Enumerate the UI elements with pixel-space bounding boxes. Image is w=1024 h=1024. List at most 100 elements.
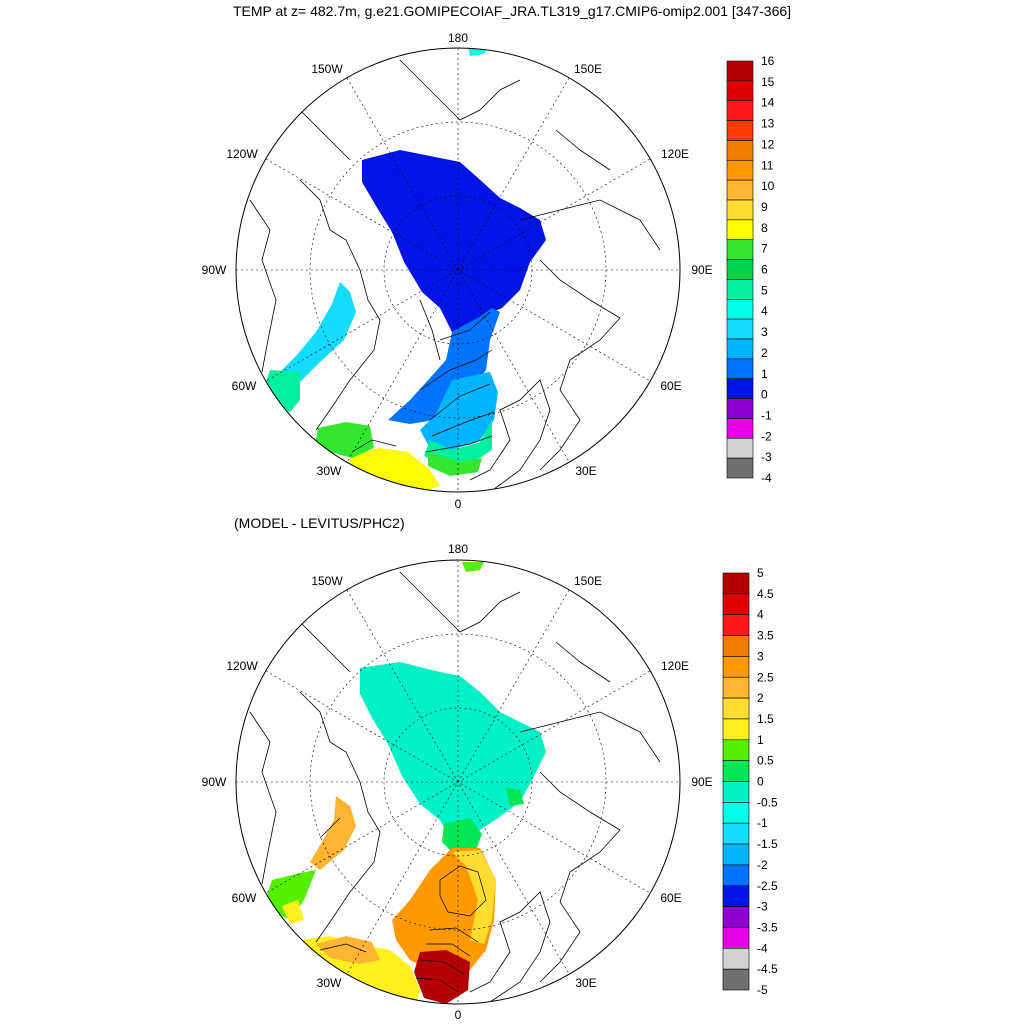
bottom-lon-180: 180 [448,542,468,556]
bottom-colorbar-swatch-2 [722,614,750,636]
top-graticule [236,48,680,492]
top-field-nordic-seas-warm [424,420,492,464]
top-colorbar-label-6: 10 [761,179,775,193]
bottom-field-bering [462,562,484,572]
top-colorbar-label-15: 1 [761,367,768,381]
top-lon-180: 180 [448,31,468,45]
bottom-lon-60w: 60W [232,891,257,905]
top-lon-60w: 60W [232,379,257,393]
bottom-colorbar-swatch-4 [722,656,750,678]
bottom-map-boundary [235,559,681,1005]
bottom-colorbar-swatch-10 [722,781,750,803]
bottom-colorbar-label-16: -3 [757,900,768,914]
top-field-baffin-bay [276,282,356,392]
bottom-colorbar: 5 4.5 4 3.5 3 2.5 2 1.5 1 0.5 0 -0.5 -1 -1.5 -2 -2.5 -3 -… [722,566,778,997]
bottom-colorbar-swatch-6 [722,697,750,720]
bottom-lon-30e: 30E [575,976,596,990]
bottom-colorbar-label-3: 3.5 [757,629,774,643]
top-field-norway-coast [428,452,482,476]
top-colorbar-label-13: 3 [761,325,768,339]
bottom-colorbar-label-4: 3 [757,649,764,663]
top-lon-120e: 120E [661,147,689,161]
bottom-colorbar-label-5: 2.5 [757,670,774,684]
top-colorbar-swatch-5 [726,159,754,181]
top-colorbar-swatch-11 [726,279,754,300]
top-colorbar-swatch-4 [726,140,754,161]
bottom-colorbar-label-8: 1 [757,733,764,747]
bottom-colorbar-label-13: -1.5 [757,837,778,851]
top-colorbar-label-5: 11 [761,158,774,172]
top-colorbar-label-16: 0 [761,388,768,402]
top-colorbar-swatch-3 [726,120,754,141]
bottom-lon-labels: 180 150E 120E 90E 60E 30E 0 30W 60W 90W … [202,542,713,1022]
bottom-lon-120w: 120W [226,659,258,673]
top-colorbar-swatch-6 [726,179,754,201]
top-colorbar-label-3: 13 [761,117,775,131]
bottom-contours [319,817,487,993]
top-lon-90e: 90E [691,263,712,277]
bottom-field-arctic-basin [360,662,546,842]
top-map-boundary [235,47,681,493]
top-lon-120w: 120W [226,147,258,161]
top-colorbar-swatch-18 [726,418,754,439]
bottom-colorbar-label-17: -3.5 [757,920,778,934]
top-colorbar-swatch-13 [726,318,754,340]
bottom-field-north-atlantic [290,936,420,1004]
top-lon-90w: 90W [202,263,227,277]
bottom-colorbar-label-11: -0.5 [757,795,778,809]
bottom-colorbar-swatch-18 [722,947,750,970]
top-lon-30w: 30W [317,464,342,478]
top-colorbar-label-19: -3 [761,450,772,464]
top-contours [351,311,495,453]
bottom-lon-150w: 150W [311,574,343,588]
bottom-field-labrador [266,870,316,920]
top-colorbar-swatch-8 [726,219,754,241]
bottom-colorbar-label-10: 0 [757,775,764,789]
bottom-colorbar-label-6: 2 [757,691,764,705]
top-colorbar-label-12: 4 [761,304,768,318]
bottom-field-irminger [316,936,380,964]
bottom-colorbar-label-19: -4.5 [757,962,778,976]
top-lon-150e: 150E [574,62,602,76]
bottom-colorbar-label-15: -2.5 [757,879,778,893]
top-colorbar-swatch-7 [726,199,754,221]
bottom-lon-120e: 120E [661,659,689,673]
bottom-colorbar-swatch-1 [722,593,750,615]
top-field-irminger [316,422,374,458]
bottom-colorbar-swatch-0 [722,572,750,595]
top-colorbar-label-20: -4 [761,471,772,485]
top-colorbar-label-0: 16 [761,54,775,68]
bottom-field-baffin-bay [310,796,356,870]
bottom-field-fram-green [442,818,482,852]
plot-subtitle: (MODEL - LEVITUS/PHC2) [234,515,405,531]
bottom-lon-90e: 90E [691,775,712,789]
bottom-lon-30w: 30W [317,976,342,990]
top-coastlines [249,59,661,492]
bottom-field-nordic-warm [392,848,496,978]
top-colorbar-label-14: 2 [761,346,768,360]
top-colorbar-label-8: 8 [761,221,768,235]
bottom-colorbar-label-9: 0.5 [757,754,774,768]
bottom-field-labrador-yellow [282,900,304,924]
bottom-colorbar-label-7: 1.5 [757,712,774,726]
bottom-colorbar-swatch-19 [722,968,750,991]
top-colorbar-swatch-10 [726,259,754,280]
bottom-lon-90w: 90W [202,775,227,789]
top-lon-30e: 30E [575,464,596,478]
bottom-polar-map: 180 150E 120E 90E 60E 30E 0 30W 60W 90W … [202,542,713,1022]
top-colorbar-label-9: 7 [761,242,768,256]
top-lon-150w: 150W [311,62,343,76]
top-colorbar-label-17: -1 [761,408,772,422]
bottom-colorbar-swatch-17 [722,927,750,949]
top-colorbar-swatch-14 [726,338,754,360]
bottom-colorbar-swatch-16 [722,906,750,928]
bottom-colorbar-swatch-14 [722,864,750,887]
top-field-bering [468,48,488,56]
top-colorbar-label-18: -2 [761,429,772,443]
bottom-colorbar-swatch-7 [722,718,750,741]
bottom-colorbar-swatch-12 [722,822,750,845]
top-colorbar-label-2: 14 [761,96,775,110]
bottom-field-kara-green [506,788,524,806]
